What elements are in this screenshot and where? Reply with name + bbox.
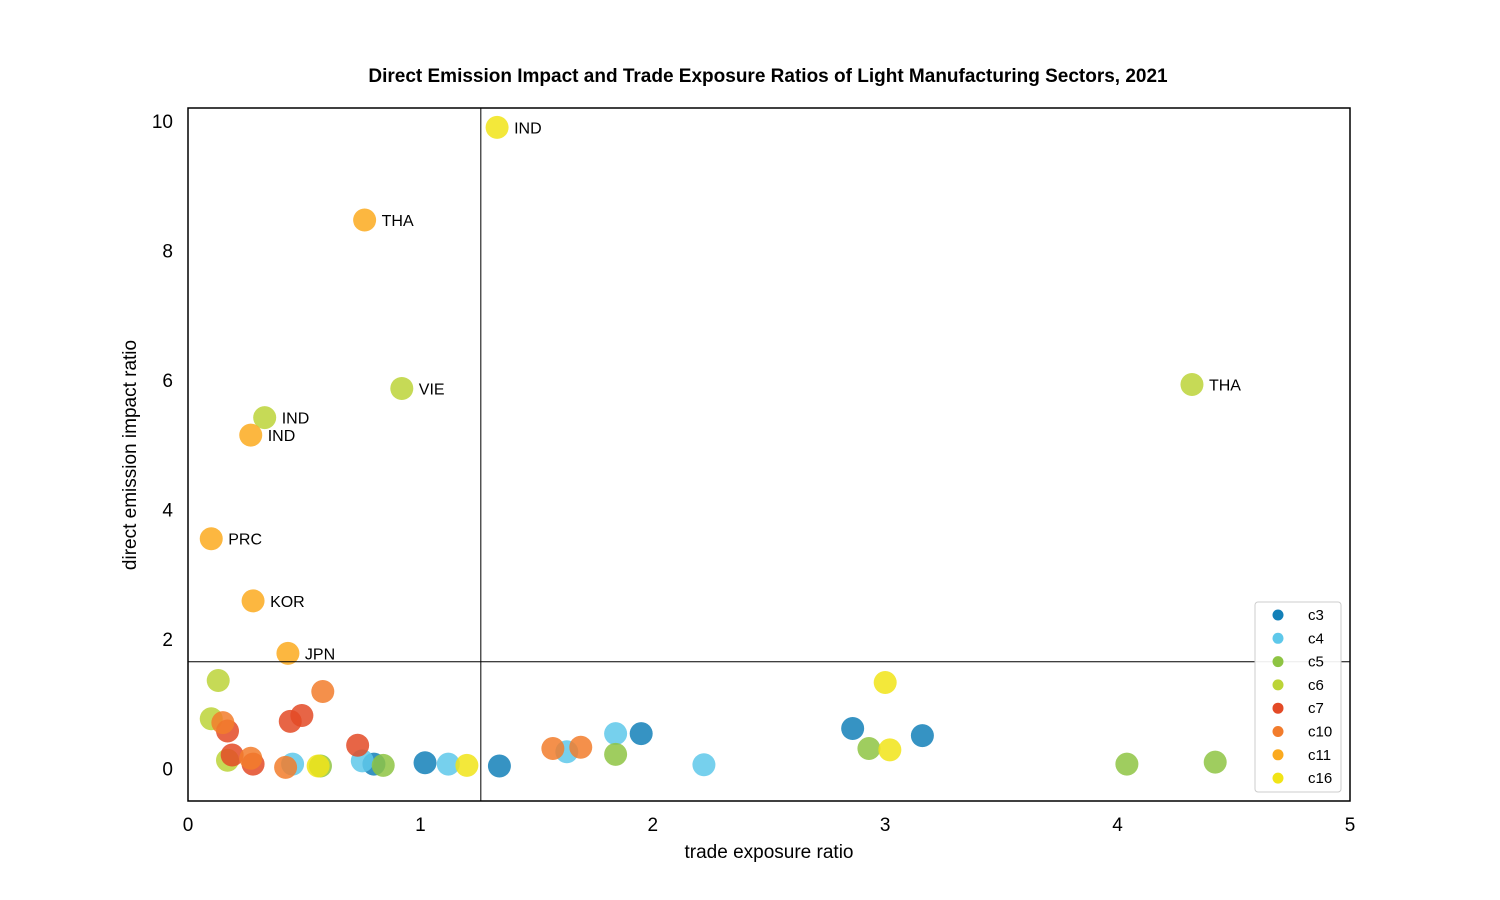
legend-entry: c5 <box>1308 654 1324 671</box>
data-point <box>220 743 244 767</box>
series-c10 <box>211 680 593 779</box>
x-tick-label: 1 <box>415 815 426 836</box>
legend-entry: c16 <box>1308 770 1332 787</box>
point-label: KOR <box>270 594 305 611</box>
data-point <box>541 737 565 761</box>
y-tick-label: 8 <box>162 241 173 262</box>
y-tick-label: 4 <box>162 501 173 522</box>
legend-marker <box>1272 632 1284 644</box>
data-point <box>290 704 314 728</box>
point-label: JPN <box>305 646 335 663</box>
legend-marker <box>1272 726 1284 737</box>
data-point <box>241 589 265 613</box>
data-point <box>841 716 865 740</box>
legend-box <box>1254 601 1342 793</box>
legend-marker <box>1272 679 1284 691</box>
point-label: VIE <box>419 381 445 398</box>
point-label: PRC <box>228 532 262 549</box>
point-label: IND <box>268 428 296 445</box>
data-point <box>206 669 230 693</box>
plot-frame <box>187 107 1351 802</box>
point-label: IND <box>282 411 310 428</box>
point-label: IND <box>514 120 542 137</box>
series-c6: IND VIE THA <box>199 373 1241 772</box>
data-point <box>569 735 593 759</box>
data-point <box>1180 373 1204 397</box>
data-point <box>629 722 653 746</box>
data-point <box>253 406 277 430</box>
x-tick-label: 4 <box>1112 815 1123 836</box>
legend-entry: c4 <box>1308 630 1324 647</box>
data-point <box>311 680 335 704</box>
y-axis-label: direct emission impact ratio <box>120 340 141 570</box>
y-axis-ticks: 0 2 4 6 8 10 <box>152 112 174 781</box>
y-tick-label: 10 <box>152 112 173 133</box>
data-point <box>910 724 934 748</box>
x-tick-label: 5 <box>1345 815 1356 836</box>
x-tick-label: 3 <box>880 815 891 836</box>
x-axis-label: trade exposure ratio <box>685 842 854 863</box>
x-tick-label: 0 <box>183 815 194 836</box>
data-point <box>455 753 479 777</box>
data-point <box>604 742 628 766</box>
data-point <box>274 755 298 779</box>
data-point <box>692 753 716 777</box>
x-tick-label: 2 <box>648 815 659 836</box>
data-point <box>371 753 395 777</box>
legend-marker <box>1272 772 1284 784</box>
data-point <box>604 722 628 746</box>
legend-entry: c3 <box>1308 607 1324 624</box>
legend-entry: c11 <box>1308 747 1331 764</box>
series-c11: PRC KOR JPN IND THA <box>199 208 414 665</box>
legend-entry: c6 <box>1308 677 1324 694</box>
data-point <box>485 115 509 139</box>
y-tick-label: 6 <box>162 371 173 392</box>
data-point <box>306 754 330 778</box>
data-point <box>199 527 223 551</box>
legend-marker <box>1272 749 1284 761</box>
data-point <box>873 670 897 694</box>
data-point <box>1115 752 1139 776</box>
y-tick-label: 2 <box>162 630 173 651</box>
legend-entry: c7 <box>1308 700 1324 717</box>
legend-marker <box>1272 702 1284 714</box>
series-c16: IND <box>306 115 902 778</box>
data-point <box>857 737 881 761</box>
point-label: THA <box>382 213 414 230</box>
data-point <box>1203 750 1227 774</box>
data-point <box>239 746 263 770</box>
data-point <box>276 641 300 665</box>
data-point <box>390 376 414 400</box>
chart-title: Direct Emission Impact and Trade Exposur… <box>368 66 1168 87</box>
data-point <box>487 754 511 778</box>
data-point <box>878 738 902 762</box>
data-point <box>436 752 460 776</box>
data-point <box>353 208 377 232</box>
data-point <box>346 733 370 757</box>
data-point <box>211 711 235 735</box>
legend: c3 c4 c5 c6 c7 c10 c11 c16 <box>1254 601 1342 793</box>
point-label: THA <box>1209 378 1241 395</box>
points-layer: IND VIE THA PRC KOR JPN IND THA IND <box>199 115 1241 779</box>
legend-marker <box>1272 656 1284 668</box>
x-axis-ticks: 0 1 2 3 4 5 <box>183 815 1356 836</box>
data-point <box>239 423 263 447</box>
legend-entry: c10 <box>1308 724 1332 741</box>
reference-lines <box>188 108 1350 801</box>
y-tick-label: 0 <box>162 760 173 781</box>
data-point <box>413 751 437 775</box>
legend-marker <box>1272 609 1284 621</box>
